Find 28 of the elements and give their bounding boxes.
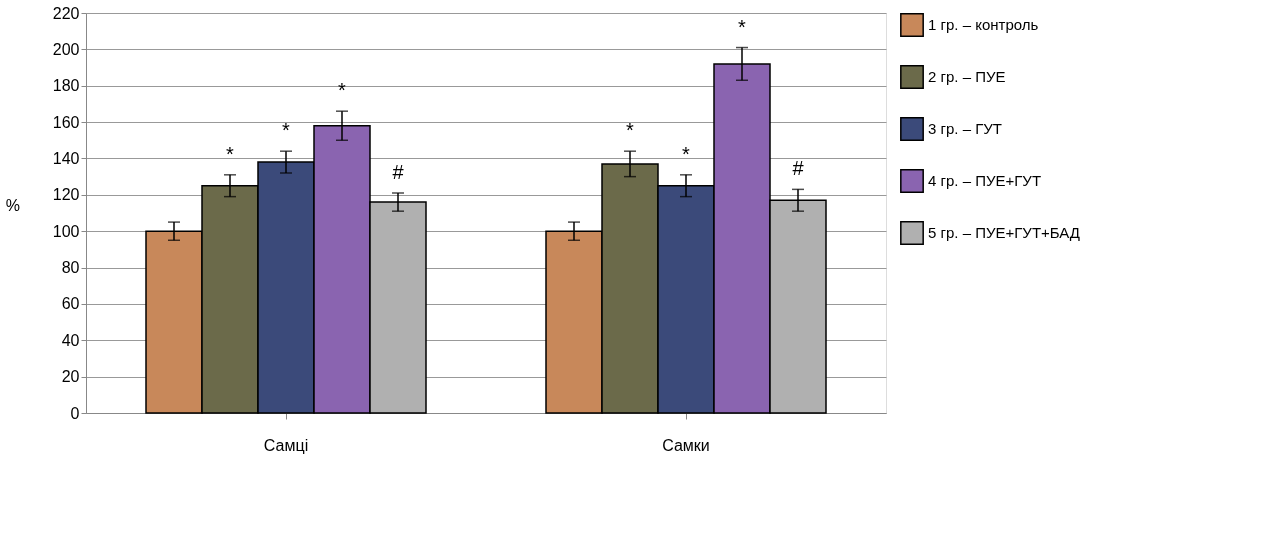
y-tick-label: 160: [52, 113, 80, 131]
y-tick-label: 180: [52, 77, 80, 95]
data-label: *: [282, 119, 291, 142]
legend-label: 4 гр. – ПУЕ+ГУТ: [928, 172, 1042, 189]
legend-label: 3 гр. – ГУТ: [928, 120, 1002, 137]
data-label: *: [682, 142, 691, 165]
y-tick-label: 40: [61, 331, 80, 349]
data-label: *: [338, 79, 347, 102]
y-tick-label: 140: [52, 149, 80, 167]
y-tick-label: 120: [52, 186, 80, 204]
data-label: #: [792, 157, 805, 180]
y-axis-title: %: [5, 196, 20, 214]
y-tick-label: 100: [52, 222, 80, 240]
data-label: #: [392, 161, 405, 183]
y-tick-label: 20: [61, 368, 80, 386]
y-tick-label: 0: [70, 404, 80, 422]
legend-label: 2 гр. – ПУЕ: [928, 68, 1006, 85]
data-label: *: [226, 142, 235, 165]
legend-label: 1 гр. – контроль: [928, 16, 1039, 33]
y-tick-label: 220: [52, 4, 80, 22]
y-tick-label: 80: [61, 259, 80, 277]
x-tick-label: Самки: [662, 436, 710, 454]
legend-label: 5 гр. – ПУЕ+ГУТ+БАД: [928, 224, 1080, 241]
x-tick-label: Самці: [263, 436, 309, 454]
y-tick-label: 200: [52, 40, 80, 58]
y-tick-label: 60: [61, 295, 80, 313]
data-label: *: [738, 15, 747, 38]
data-label: *: [626, 119, 635, 142]
